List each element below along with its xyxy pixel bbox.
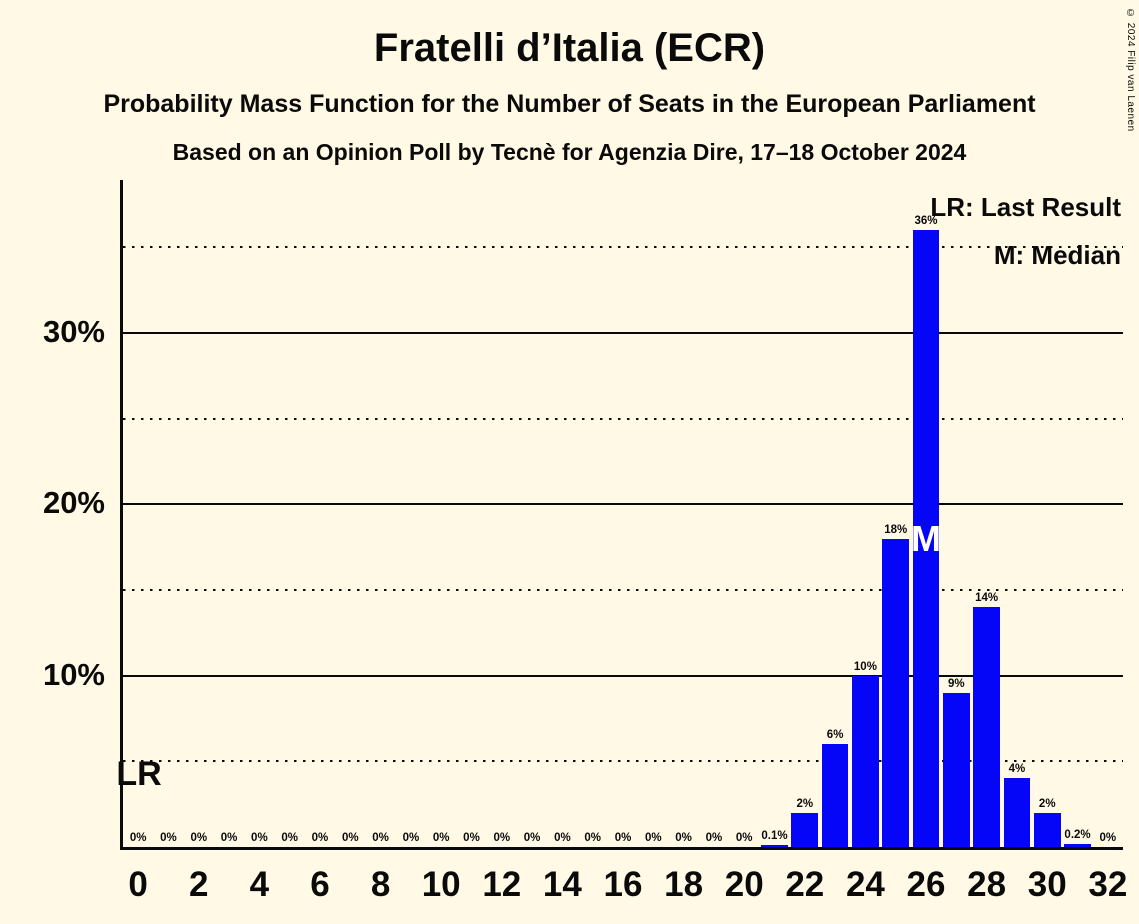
bar-label-seat-2: 0% (190, 832, 208, 844)
bar-label-seat-6: 0% (311, 832, 329, 844)
gridline-dotted-5pct (123, 760, 1123, 763)
bar-label-seat-16: 0% (614, 832, 632, 844)
bar-seat-22 (791, 812, 819, 847)
bar-label-seat-11: 0% (463, 832, 480, 844)
median-marker: M (911, 517, 942, 559)
chart-legend: LR: Last Result M: Median (930, 183, 1121, 279)
bar-seat-27 (943, 692, 970, 847)
bar-label-seat-10: 0% (432, 832, 450, 844)
bar-seat-31 (1064, 843, 1091, 847)
bar-label-seat-0: 0% (129, 832, 147, 844)
legend-median: M: Median (993, 240, 1121, 270)
x-axis-tick-20: 20 (724, 865, 764, 904)
bar-label-seat-14: 0% (554, 832, 571, 844)
bar-label-seat-9: 0% (402, 832, 420, 844)
x-axis-tick-12: 12 (482, 865, 522, 904)
bar-label-seat-25: 18% (884, 523, 908, 536)
gridline-dotted-15pct (123, 589, 1123, 592)
gridline-solid-20pct (123, 503, 1123, 506)
bar-label-seat-20: 0% (735, 832, 753, 844)
x-axis-tick-26: 26 (906, 865, 946, 904)
bar-seat-24 (852, 675, 879, 847)
x-axis-tick-28: 28 (967, 865, 1007, 904)
x-axis-tick-14: 14 (542, 865, 582, 904)
bar-label-seat-17: 0% (644, 832, 662, 844)
bar-label-seat-27: 9% (948, 677, 965, 690)
legend-last-result: LR: Last Result (930, 192, 1121, 222)
bar-label-seat-22: 2% (796, 797, 814, 810)
plot-area: LR 0% 0% 0% 0% 0% 0% 0% 0% 0% 0% 0% 0% 0% 0% 0% 0% 0% 0% 0… (43, 180, 1127, 904)
bar-label-seat-19: 0% (705, 832, 723, 844)
last-result-marker: LR (116, 755, 162, 793)
bar-seat-23 (821, 744, 849, 847)
bar-label-seat-24: 10% (853, 660, 877, 673)
bar-label-seat-23: 6% (826, 729, 844, 742)
bar-label-seat-26: 36% (914, 215, 938, 228)
chart-subtitle: Probability Mass Function for the Number… (103, 90, 1036, 118)
bar-seat-29 (1003, 778, 1031, 847)
gridline-solid-10pct (123, 674, 1123, 677)
bar-seat-26: M (911, 230, 942, 847)
x-axis-tick-2: 2 (189, 865, 209, 904)
x-axis-tick-22: 22 (785, 865, 825, 904)
bar-label-seat-32: 0% (1099, 832, 1117, 844)
bar-label-seat-4: 0% (251, 832, 268, 844)
bar-label-seat-8: 0% (372, 832, 389, 844)
bar-label-seat-15: 0% (584, 832, 601, 844)
bar-seat-21 (761, 845, 788, 847)
x-axis-tick-16: 16 (603, 865, 643, 904)
gridline-solid-30pct (123, 332, 1123, 335)
bar-label-seat-29: 4% (1008, 763, 1026, 776)
chart-source-subtitle: Based on an Opinion Poll by Tecnè for Ag… (172, 139, 967, 165)
x-axis-tick-32: 32 (1088, 865, 1128, 904)
bar-label-seat-3: 0% (220, 832, 238, 844)
gridline-dotted-25pct (123, 417, 1123, 420)
x-axis-tick-30: 30 (1027, 865, 1067, 904)
y-axis-tick-20pct: 20% (42, 485, 105, 521)
bar-label-seat-28: 14% (975, 592, 999, 605)
bar-label-seat-7: 0% (341, 832, 359, 844)
x-axis-tick-8: 8 (370, 865, 391, 904)
x-axis-tick-18: 18 (664, 865, 704, 904)
x-axis-tick-10: 10 (421, 865, 461, 904)
bar-label-seat-31: 0.2% (1064, 828, 1091, 841)
bar-label-seat-21: 0.1% (761, 830, 788, 843)
bar-seat-25 (882, 538, 910, 847)
gridline-dotted-35pct (123, 246, 1123, 249)
bar-label-seat-1: 0% (160, 832, 177, 844)
x-axis-tick-6: 6 (310, 865, 330, 904)
x-axis-tick-0: 0 (128, 865, 148, 904)
y-axis-tick-10pct: 10% (42, 656, 105, 692)
y-axis-tick-30pct: 30% (42, 314, 105, 350)
bar-label-seat-5: 0% (281, 832, 298, 844)
bar-label-seat-18: 0% (675, 832, 692, 844)
bar-seat-30 (1033, 812, 1061, 847)
x-axis-tick-4: 4 (249, 865, 270, 904)
chart-title: Fratelli d’Italia (ECR) (373, 26, 766, 70)
bar-seat-28 (973, 607, 1000, 847)
bar-label-seat-30: 2% (1038, 797, 1056, 810)
copyright-notice: © 2024 Filip van Laenen (1125, 8, 1136, 132)
x-axis-tick-24: 24 (845, 865, 885, 904)
bar-label-seat-12: 0% (493, 832, 511, 844)
bar-label-seat-13: 0% (523, 832, 541, 844)
